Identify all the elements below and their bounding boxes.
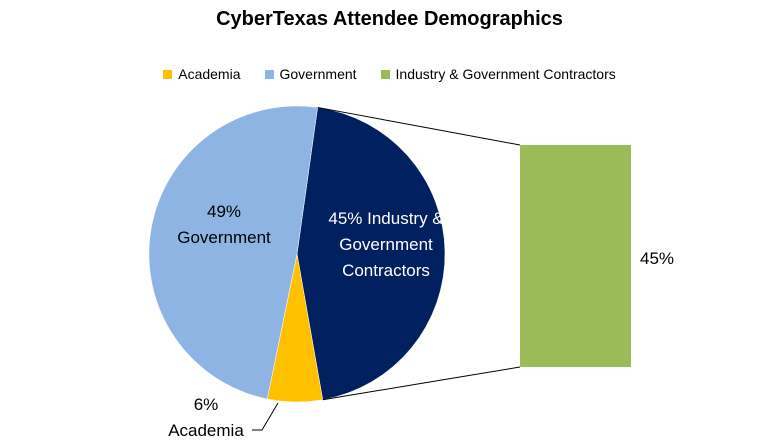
breakout-bar <box>520 145 631 367</box>
connector-line-top <box>317 106 521 146</box>
legend-swatch-academia <box>163 69 173 79</box>
pie-slice-government <box>148 105 318 400</box>
legend-item-academia: Academia <box>163 66 241 82</box>
data-label-breakout-bar: 45% <box>640 249 674 268</box>
legend: Academia Government Industry & Governmen… <box>0 66 779 82</box>
data-label-government-percent: 49% <box>207 202 241 221</box>
legend-swatch-government <box>264 69 274 79</box>
chart-title: CyberTexas Attendee Demographics <box>216 8 563 30</box>
data-label-government-name: Government <box>177 228 271 247</box>
leader-line-academia <box>252 402 279 431</box>
legend-item-industry: Industry & Government Contractors <box>380 66 616 82</box>
legend-item-government: Government <box>264 66 357 82</box>
data-label-industry-line-2: Government <box>339 235 433 254</box>
data-label-academia-name: Academia <box>168 421 244 440</box>
data-label-academia-percent: 6% <box>194 395 219 414</box>
legend-label-government: Government <box>279 66 357 82</box>
legend-swatch-industry <box>380 69 390 79</box>
data-label-industry-line-3: Contractors <box>342 261 430 280</box>
data-label-industry-line-1: 45% Industry & <box>328 209 444 228</box>
legend-label-industry: Industry & Government Contractors <box>395 66 616 82</box>
legend-label-academia: Academia <box>178 66 241 82</box>
pie-slice-industry <box>296 107 446 401</box>
connector-line-bottom <box>322 366 521 401</box>
